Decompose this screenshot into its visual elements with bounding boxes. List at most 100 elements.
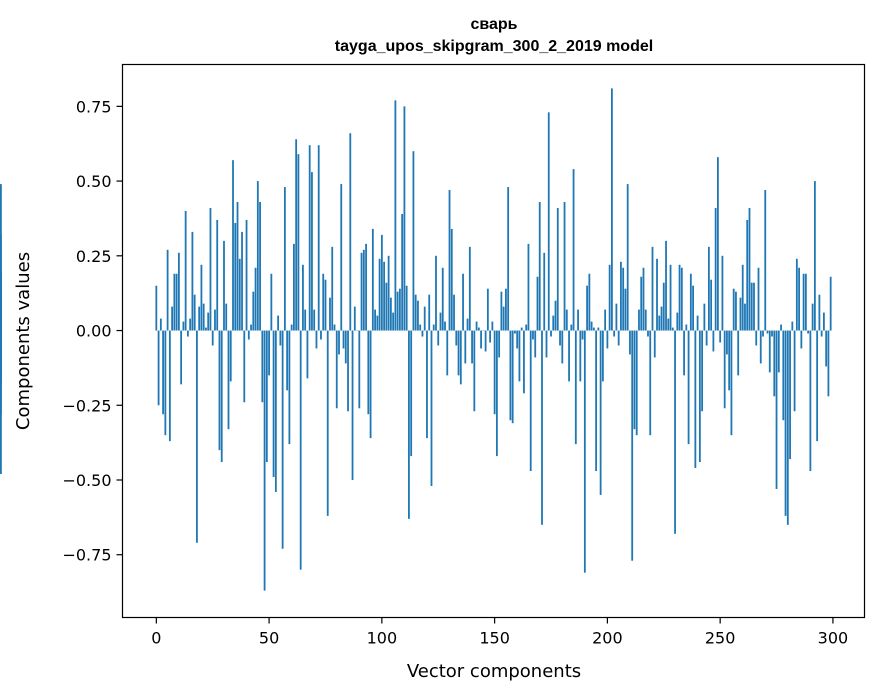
bar: [157, 330, 160, 406]
bar: [486, 288, 489, 331]
bar: [448, 190, 451, 331]
bar: [753, 282, 755, 331]
bar: [617, 330, 620, 346]
bar: [326, 330, 329, 516]
bar: [719, 330, 722, 343]
bar: [579, 330, 582, 382]
bar: [311, 172, 313, 331]
bar: [171, 306, 174, 331]
bar: [620, 261, 622, 331]
bar: [475, 321, 478, 331]
bar: [396, 291, 399, 331]
bar: [813, 181, 816, 331]
bar: [800, 330, 803, 349]
bar: [362, 249, 365, 331]
bar: [829, 276, 832, 331]
bar: [191, 231, 194, 331]
bar: [568, 330, 570, 382]
bar: [804, 273, 807, 331]
bar: [525, 324, 528, 331]
bar: [281, 330, 284, 549]
bar: [590, 321, 593, 331]
bar: [419, 324, 422, 331]
bar: [495, 330, 498, 457]
bar: [342, 330, 345, 349]
bar: [640, 276, 643, 331]
bar: [588, 273, 591, 331]
bar: [315, 330, 318, 349]
bar: [529, 330, 532, 472]
bar: [453, 294, 455, 331]
bar: [340, 184, 343, 331]
bar: [353, 306, 356, 331]
bar: [611, 88, 613, 331]
x-tick-label: 250: [705, 629, 736, 648]
bar: [586, 285, 588, 331]
bar: [225, 303, 228, 331]
x-tick-label: 200: [592, 629, 623, 648]
bar: [189, 318, 192, 331]
bar: [387, 255, 390, 331]
bar: [410, 330, 413, 457]
bar: [626, 184, 629, 331]
bar: [232, 160, 234, 331]
bar: [211, 330, 214, 346]
bar: [234, 222, 237, 331]
bar: [674, 330, 676, 534]
bar: [660, 306, 663, 331]
bar: [541, 330, 543, 525]
bar: [773, 330, 776, 397]
bar: [502, 306, 505, 331]
bar: [283, 187, 286, 331]
bar: [320, 330, 322, 340]
bar: [403, 106, 406, 331]
bar: [371, 228, 374, 331]
bar: [335, 330, 338, 409]
x-axis-ticks: 0 50 100 150 200 250 300: [151, 617, 848, 648]
bar: [243, 330, 246, 403]
bar: [437, 330, 440, 346]
bar: [184, 210, 187, 331]
bar: [662, 282, 665, 331]
bar: [689, 273, 692, 331]
bar: [471, 330, 473, 364]
bar: [265, 330, 268, 463]
bar: [710, 279, 713, 331]
bars-group: [0, 88, 832, 591]
bar: [750, 282, 753, 331]
bar: [604, 309, 607, 331]
bar: [789, 330, 791, 460]
bar: [317, 145, 320, 331]
bar: [182, 321, 185, 331]
bar: [635, 330, 638, 436]
bar: [202, 303, 205, 331]
bar: [389, 297, 392, 331]
bar: [216, 219, 219, 331]
bar: [313, 309, 316, 331]
bar: [297, 154, 300, 331]
bar: [671, 327, 674, 331]
bar: [435, 255, 437, 331]
y-tick-label: 0.50: [76, 172, 112, 191]
bar: [252, 291, 255, 331]
bar: [574, 330, 577, 445]
bar: [270, 273, 273, 331]
bar: [459, 330, 462, 385]
bar: [308, 145, 311, 331]
bar: [547, 112, 550, 331]
bar: [748, 207, 751, 331]
bar: [802, 273, 805, 331]
bar: [685, 324, 688, 331]
bar: [629, 330, 631, 355]
bar: [793, 330, 796, 412]
bar: [516, 330, 519, 349]
bar: [545, 330, 548, 358]
bar: [399, 288, 401, 331]
bar: [599, 330, 602, 495]
bar: [757, 267, 760, 331]
bar: [333, 324, 336, 331]
bar: [721, 255, 724, 331]
bar: [168, 330, 171, 442]
bar: [608, 264, 611, 331]
bar: [705, 330, 708, 346]
